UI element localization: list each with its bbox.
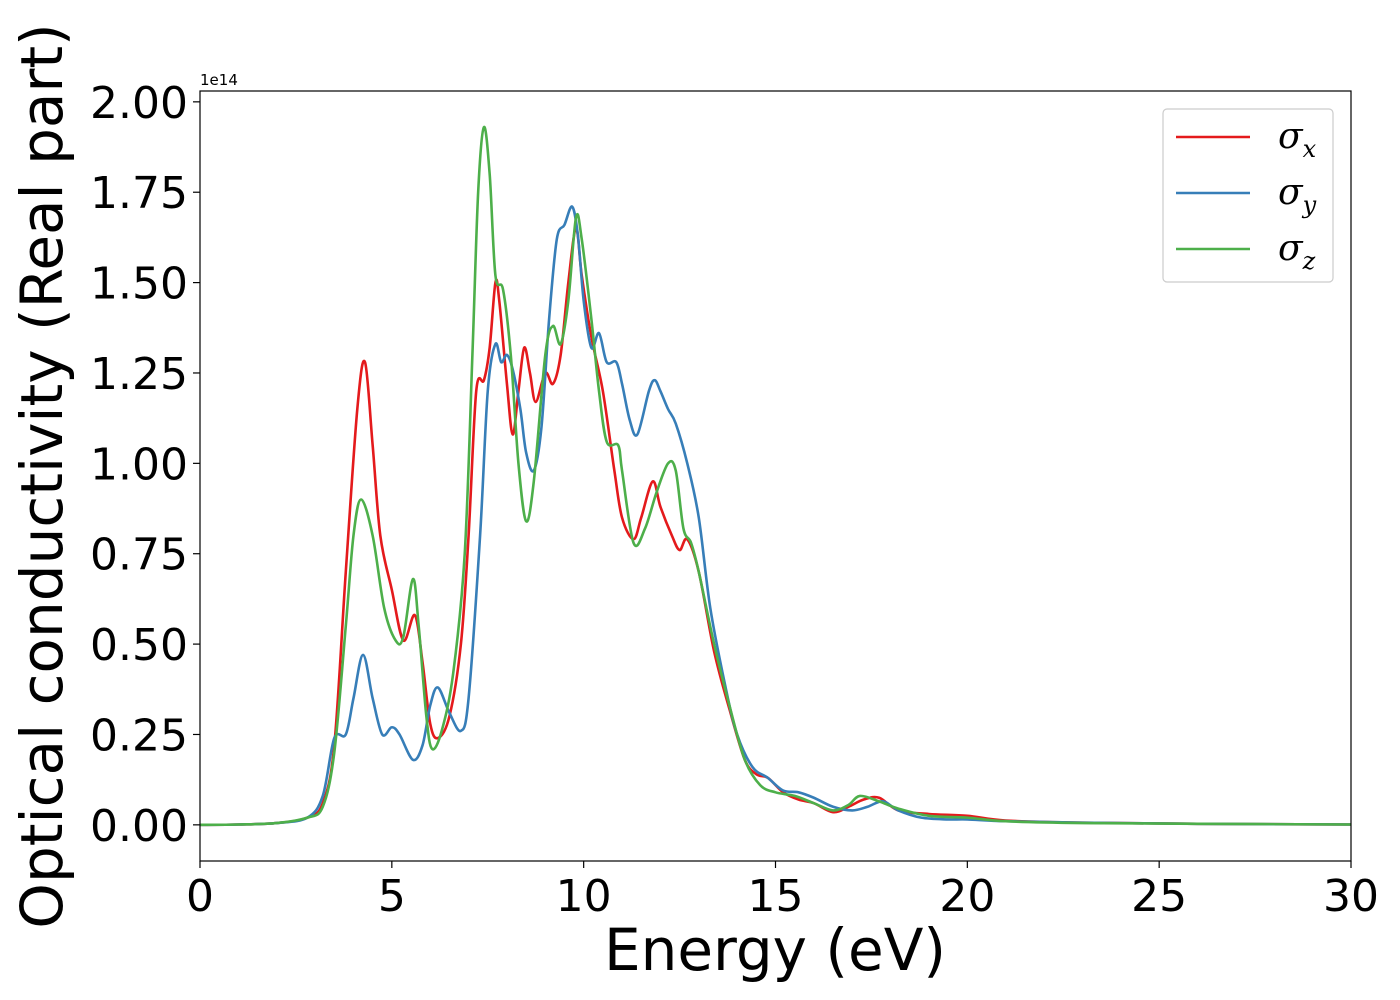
series-line-z bbox=[200, 125, 1351, 827]
x-tick-label: 10 bbox=[556, 871, 612, 922]
legend-label-symbol: σ bbox=[1278, 116, 1304, 157]
series-layer bbox=[200, 125, 1351, 827]
y-axis: 0.00 0.25 0.50 0.75 1.00 1.25 1.50 1.75 2.00 bbox=[90, 78, 200, 852]
y-tick-label: 2.00 bbox=[90, 78, 188, 129]
y-tick-label: 0.75 bbox=[90, 530, 188, 581]
series-line-y bbox=[200, 205, 1351, 827]
x-tick-label: 0 bbox=[186, 871, 214, 922]
x-tick-label: 30 bbox=[1323, 871, 1379, 922]
legend-label-z: σz bbox=[1278, 228, 1316, 275]
legend-box bbox=[1162, 108, 1334, 283]
x-tick-label: 15 bbox=[748, 871, 804, 922]
legend-label-subscript: z bbox=[1302, 247, 1316, 275]
legend-label-x: σx bbox=[1278, 116, 1317, 163]
y-tick-label: 1.50 bbox=[90, 259, 188, 310]
y-axis-title: Optical conductivity (Real part) bbox=[8, 23, 76, 928]
legend-label-subscript: x bbox=[1303, 135, 1317, 163]
y-tick-label: 1.00 bbox=[90, 439, 188, 490]
y-tick-label: 0.50 bbox=[90, 620, 188, 671]
legend-label-symbol: σ bbox=[1278, 172, 1304, 213]
y-offset-label: 1e14 bbox=[200, 71, 238, 89]
y-tick-label: 1.75 bbox=[90, 168, 188, 219]
y-tick-label: 1.25 bbox=[90, 349, 188, 400]
x-axis: 0 5 10 15 20 25 30 bbox=[186, 861, 1379, 922]
x-tick-label: 25 bbox=[1131, 871, 1187, 922]
x-tick-label: 5 bbox=[378, 871, 406, 922]
y-tick-label: 0.25 bbox=[90, 710, 188, 761]
legend-label-symbol: σ bbox=[1278, 228, 1304, 269]
x-tick-label: 20 bbox=[939, 871, 995, 922]
legend-label-y: σy bbox=[1278, 172, 1317, 219]
x-axis-title: Energy (eV) bbox=[604, 916, 946, 984]
legend-label-subscript: y bbox=[1302, 191, 1317, 219]
y-tick-label: 0.00 bbox=[90, 801, 188, 852]
